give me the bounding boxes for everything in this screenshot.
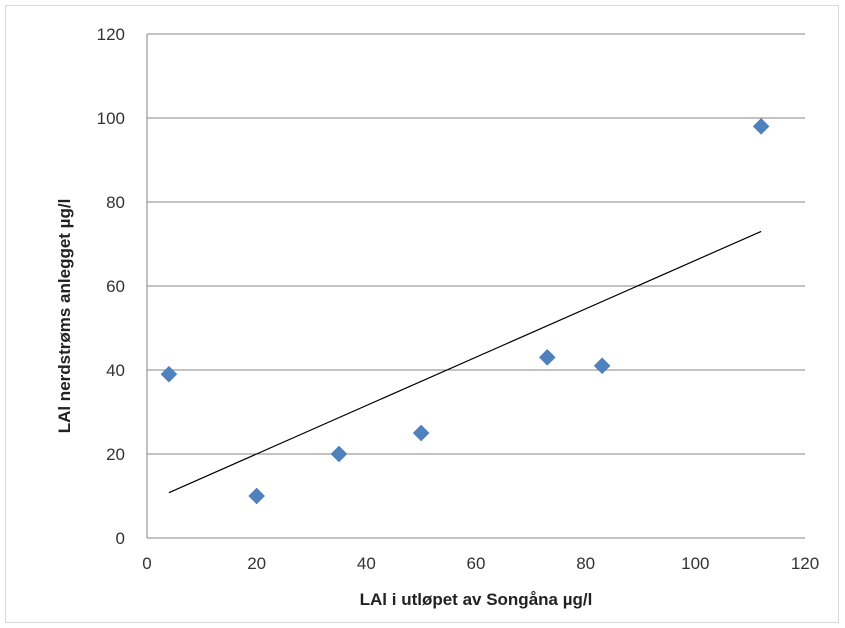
x-tick-label: 60 — [467, 554, 486, 573]
y-tick-labels: 0 20 40 60 80 100 120 — [97, 25, 125, 548]
x-tick-label: 100 — [681, 554, 709, 573]
data-point — [160, 365, 178, 383]
data-points — [160, 118, 770, 505]
data-point — [538, 349, 556, 366]
x-tick-labels: 0 20 40 60 80 100 120 — [142, 554, 819, 573]
axes — [146, 34, 805, 539]
x-tick-label: 0 — [142, 554, 151, 573]
data-point — [248, 487, 266, 505]
y-tick-label: 100 — [97, 109, 125, 128]
data-point — [330, 445, 348, 463]
trendline-group — [168, 230, 762, 494]
y-tick-label: 20 — [106, 445, 125, 464]
gridlines — [147, 33, 805, 455]
y-tick-label: 40 — [106, 361, 125, 380]
data-point — [412, 424, 430, 442]
x-axis-title: LAl i utløpet av Songåna µg/l — [360, 590, 593, 609]
chart-frame — [5, 5, 839, 623]
y-tick-label: 80 — [106, 193, 125, 212]
x-tick-label: 120 — [791, 554, 819, 573]
x-tick-label: 40 — [357, 554, 376, 573]
y-tick-label: 60 — [106, 277, 125, 296]
x-tick-label: 20 — [247, 554, 266, 573]
data-point — [593, 357, 611, 375]
x-tick-label: 80 — [576, 554, 595, 573]
data-point — [752, 118, 770, 135]
y-axis-title: LAl nerdstrøms anlegget µg/l — [55, 199, 74, 434]
y-tick-label: 120 — [97, 25, 125, 44]
y-tick-label: 0 — [116, 529, 125, 548]
trendline — [168, 230, 762, 494]
